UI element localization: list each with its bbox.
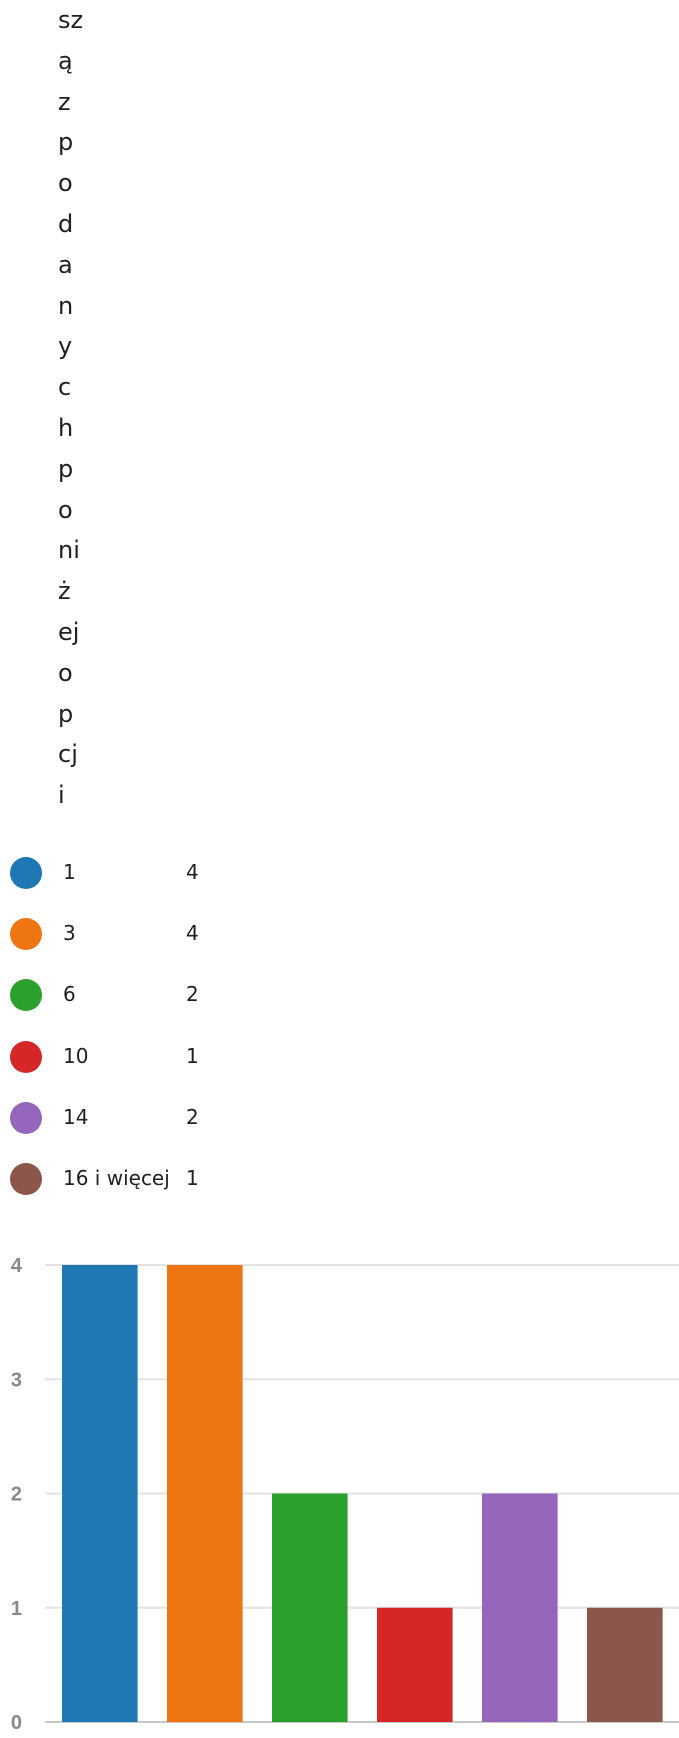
legend-count: 4	[186, 921, 199, 946]
title-fragment: n	[58, 291, 74, 320]
y-tick-label: 2	[11, 1484, 22, 1506]
title-fragment: z	[58, 87, 71, 116]
title-fragment: p	[58, 128, 74, 157]
legend-swatch	[10, 918, 42, 951]
legend-swatch	[10, 1040, 42, 1073]
legend-label: 14	[63, 1104, 89, 1129]
title-fragment: d	[58, 209, 74, 238]
legend-swatch	[10, 1163, 42, 1195]
legend-swatch	[10, 1101, 42, 1134]
legend-count: 4	[186, 860, 199, 884]
title-fragment: ni	[58, 536, 80, 565]
legend-count: 2	[186, 1104, 199, 1129]
title-fragment: o	[58, 495, 73, 524]
legend-count: 2	[186, 982, 199, 1007]
y-tick-label: 3	[11, 1369, 22, 1391]
bar-chart: 0 1 2 3 4	[11, 1255, 679, 1734]
legend-label: 1	[63, 860, 76, 884]
legend-count: 1	[186, 1166, 199, 1190]
title-fragment: h	[58, 413, 74, 442]
title-fragment: sz	[58, 6, 84, 34]
title-fragment: p	[58, 454, 74, 483]
title-fragment: ż	[58, 577, 71, 606]
bar-16-i-więcej	[587, 1607, 663, 1722]
bar-6	[272, 1493, 348, 1722]
title-fragment: p	[58, 699, 74, 728]
legend-item: 14 2	[0, 1095, 300, 1135]
title-fragment: i	[58, 781, 65, 810]
y-tick-label: 4	[11, 1255, 23, 1277]
title-fragment: ą	[58, 46, 73, 75]
title-fragment: a	[58, 250, 73, 279]
y-tick-label: 1	[11, 1598, 22, 1620]
vertical-title: sz ą z p o d a n y c h p o ni ż ej o p cj i	[58, 0, 98, 816]
title-fragment: o	[58, 658, 73, 687]
y-tick-label: 0	[11, 1712, 22, 1734]
bar-3	[167, 1265, 243, 1722]
legend-swatch	[10, 857, 42, 889]
legend-label: 10	[63, 1043, 89, 1068]
title-fragment: ej	[58, 617, 80, 646]
legend-swatch	[10, 979, 42, 1012]
legend-item: 16 i więcej 1	[0, 1156, 300, 1196]
legend-label: 3	[63, 921, 76, 946]
title-fragment: y	[58, 332, 73, 361]
title-fragment: o	[58, 169, 73, 198]
bar-10	[377, 1607, 453, 1722]
bar-1	[62, 1265, 138, 1722]
legend-item: 10 1	[0, 1034, 300, 1074]
title-fragment: c	[58, 373, 72, 402]
title-fragment: cj	[58, 740, 78, 769]
legend-label: 6	[63, 982, 76, 1007]
bar-14	[482, 1493, 558, 1722]
legend-label: 16 i więcej	[63, 1166, 170, 1190]
legend-count: 1	[186, 1043, 199, 1068]
